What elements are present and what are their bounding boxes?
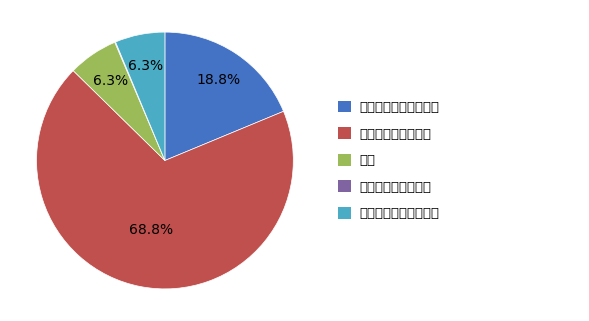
Text: 18.8%: 18.8% [196, 74, 240, 87]
Text: 6.3%: 6.3% [93, 74, 128, 88]
Wedge shape [165, 32, 283, 160]
Legend: 非常に使いやすかった, 概ね使いやすかった, 普通, やや使いにくかった, 非常に使いにくかった: 非常に使いやすかった, 概ね使いやすかった, 普通, やや使いにくかった, 非常… [338, 100, 439, 221]
Text: 6.3%: 6.3% [128, 59, 164, 73]
Wedge shape [115, 42, 165, 160]
Wedge shape [73, 42, 165, 160]
Wedge shape [37, 71, 293, 289]
Wedge shape [115, 32, 165, 160]
Text: 68.8%: 68.8% [130, 223, 174, 237]
